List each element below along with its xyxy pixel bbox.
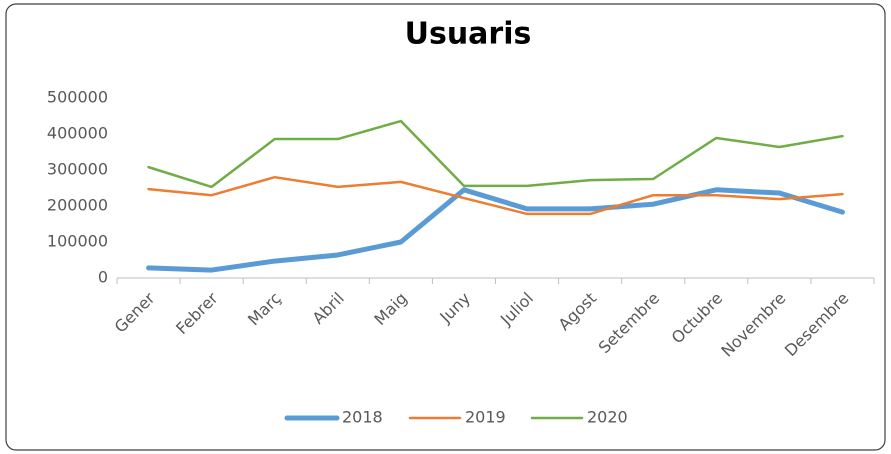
series-line (147, 119, 844, 189)
chart-title: Usuaris (405, 17, 532, 52)
y-tick-label: 500000 (47, 88, 108, 107)
y-tick-label: 200000 (47, 196, 108, 215)
legend-label: 2019 (465, 408, 506, 427)
legend-label: 2018 (342, 408, 383, 427)
y-tick-label: 100000 (47, 232, 108, 251)
legend-label: 2020 (587, 408, 628, 427)
y-tick-label: 300000 (47, 160, 108, 179)
series-line (147, 175, 844, 216)
series-line (146, 187, 845, 273)
chart-frame (5, 3, 886, 451)
y-tick-label: 0 (98, 268, 108, 287)
y-tick-label: 400000 (47, 124, 108, 143)
